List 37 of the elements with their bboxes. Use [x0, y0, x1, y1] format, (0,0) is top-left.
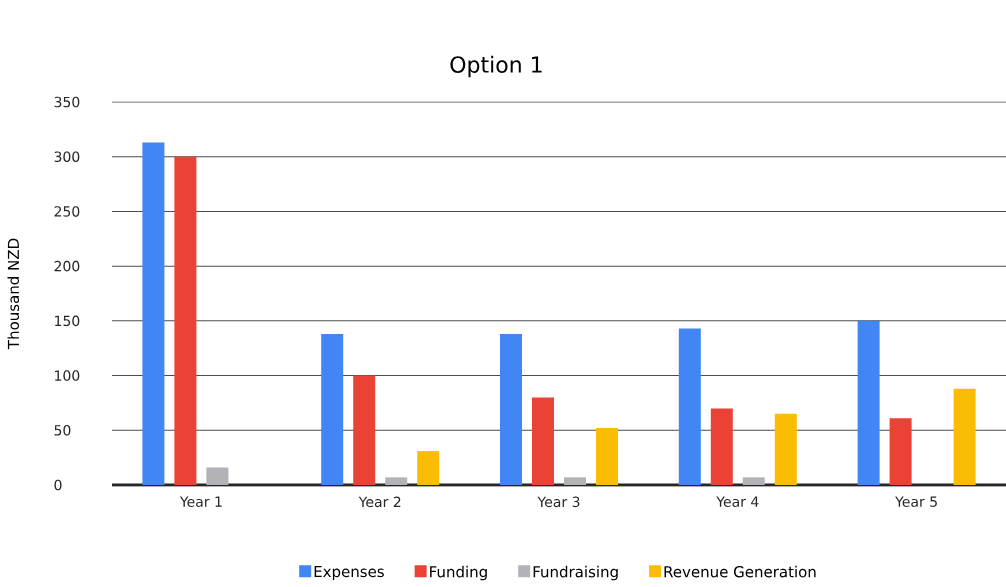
legend-label: Fundraising — [533, 565, 618, 581]
x-tick-label: Year 2 — [358, 496, 401, 508]
y-tick-label: 250 — [54, 206, 80, 217]
legend-label: Expenses — [314, 566, 384, 581]
bar — [500, 333, 523, 485]
x-tick-label: Year 3 — [537, 496, 580, 508]
y-tick-label: 0 — [54, 479, 62, 491]
y-tick-label: 150 — [55, 315, 80, 327]
x-tick-label: Year 5 — [895, 496, 937, 507]
legend-label: Revenue Generation — [664, 565, 816, 578]
bar — [353, 375, 376, 485]
bar — [889, 418, 912, 485]
bar — [532, 397, 554, 485]
bar — [385, 477, 408, 485]
bar — [417, 451, 440, 485]
y-axis-title: Thousand NZD — [7, 238, 20, 350]
bar — [742, 477, 765, 485]
bar — [206, 467, 229, 485]
legend-label: Funding — [430, 565, 487, 581]
y-tick-label: 300 — [54, 151, 80, 163]
y-tick-label: 50 — [54, 424, 71, 436]
bar — [596, 428, 618, 485]
bar — [774, 413, 797, 485]
x-tick-label: Year 4 — [716, 496, 759, 507]
bar — [174, 156, 197, 485]
bar — [321, 333, 344, 485]
bar — [142, 142, 165, 485]
y-tick-label: 200 — [54, 260, 80, 272]
chart-title: Option 1 — [450, 55, 542, 78]
bar — [564, 477, 587, 485]
bar — [953, 388, 976, 485]
bar — [710, 408, 733, 485]
y-tick-label: 350 — [54, 96, 80, 108]
bar — [857, 320, 880, 485]
bar — [678, 328, 701, 485]
y-tick-label: 100 — [55, 370, 80, 381]
x-tick-label: Year 1 — [179, 496, 222, 507]
